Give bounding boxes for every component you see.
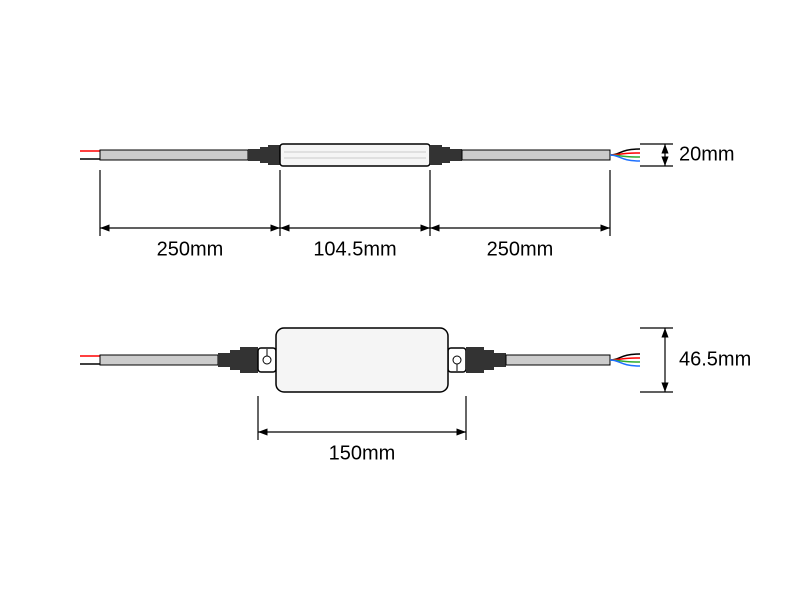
svg-text:46.5mm: 46.5mm <box>679 348 751 370</box>
dimension-drawing: 250mm 104.5mm 250mm 20mm 150mm 46.5mm <box>0 0 800 600</box>
svg-text:20mm: 20mm <box>679 143 735 165</box>
svg-text:250mm: 250mm <box>157 238 224 260</box>
svg-text:104.5mm: 104.5mm <box>313 238 396 260</box>
svg-text:150mm: 150mm <box>329 442 396 464</box>
svg-text:250mm: 250mm <box>487 238 554 260</box>
